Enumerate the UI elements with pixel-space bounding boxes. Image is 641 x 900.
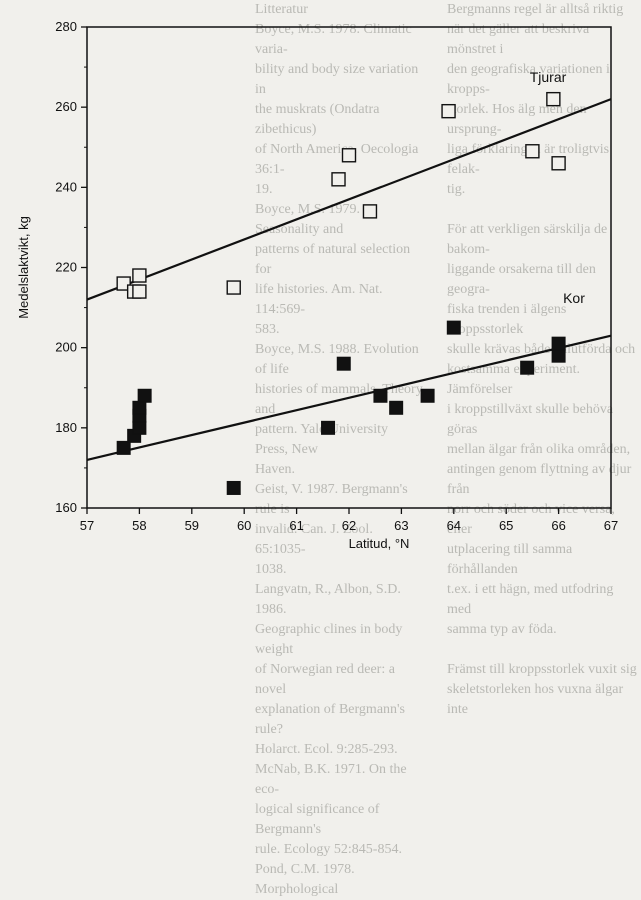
tjurar-point [525, 144, 540, 159]
tjurar-trend-line [86, 98, 612, 301]
tjurar-point [441, 103, 456, 119]
tjurar-point [116, 276, 131, 291]
x-tick-label: 65 [499, 518, 513, 533]
y-tick-label: 280 [55, 19, 77, 34]
tjurar-point [132, 268, 147, 283]
y-tick-label: 240 [55, 179, 77, 194]
data-points [116, 91, 566, 495]
y-axis-title: Medelslaktvikt, kg [16, 216, 31, 319]
tjurar-point [331, 172, 346, 187]
tjurar-series-label: Tjurar [530, 69, 567, 85]
x-tick-label: 60 [237, 518, 251, 533]
kor-point [132, 420, 147, 435]
y-tick-label: 180 [55, 420, 77, 435]
kor-point [551, 348, 566, 363]
kor-point [420, 388, 435, 403]
kor-point [551, 336, 566, 351]
kor-trend-line [86, 334, 612, 461]
kor-point [226, 480, 241, 495]
x-tick-label: 62 [342, 518, 356, 533]
kor-point [116, 440, 131, 455]
x-axis-title: Latitud, °N [349, 536, 410, 551]
x-tick-label: 61 [289, 518, 303, 533]
kor-series-label: Kor [563, 290, 585, 306]
tjurar-point [341, 148, 357, 163]
x-tick-label: 64 [447, 518, 461, 533]
kor-point [132, 400, 147, 415]
kor-point [137, 388, 152, 403]
y-tick-label: 220 [55, 260, 77, 275]
x-tick-label: 67 [604, 518, 618, 533]
kor-point [389, 400, 404, 415]
tjurar-point [551, 156, 566, 171]
kor-point [321, 420, 336, 435]
trend-lines [86, 98, 612, 461]
plot-frame [86, 26, 612, 509]
x-tick-label: 66 [551, 518, 565, 533]
tjurar-point [362, 204, 378, 219]
chart-axes [81, 26, 612, 514]
kor-point [373, 388, 388, 403]
weight-latitude-scatter-chart: 160 180 200 220 240 260 280 57 58 59 60 61 62 63 64 65 6… [16, 19, 618, 551]
kor-point [520, 360, 535, 375]
x-tick-label: 57 [80, 518, 94, 533]
y-tick-label: 160 [55, 500, 77, 515]
chart-labels: 160 180 200 220 240 260 280 57 58 59 60 61 62 63 64 65 6… [16, 19, 618, 551]
kor-point [336, 356, 351, 371]
x-tick-label: 59 [185, 518, 199, 533]
y-tick-label: 260 [55, 99, 77, 114]
kor-point [446, 320, 461, 335]
x-tick-label: 63 [394, 518, 408, 533]
tjurar-point [546, 91, 561, 107]
tjurar-point [226, 280, 241, 295]
y-tick-label: 200 [55, 340, 77, 355]
x-tick-label: 58 [132, 518, 146, 533]
tjurar-point [132, 284, 147, 299]
